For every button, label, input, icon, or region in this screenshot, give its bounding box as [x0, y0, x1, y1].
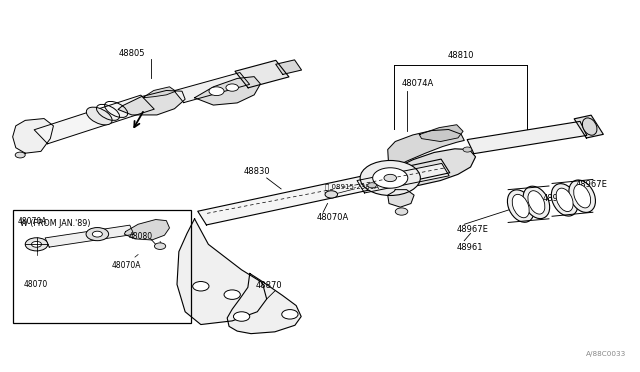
Polygon shape: [118, 90, 185, 115]
Text: 48074A: 48074A: [401, 79, 434, 88]
Polygon shape: [467, 121, 587, 154]
Circle shape: [226, 84, 239, 91]
Circle shape: [282, 310, 298, 319]
Circle shape: [367, 183, 376, 188]
Polygon shape: [388, 129, 464, 171]
Text: 48961: 48961: [457, 243, 483, 251]
Bar: [13, 210, 191, 323]
Ellipse shape: [551, 184, 578, 216]
Polygon shape: [369, 149, 476, 188]
Polygon shape: [13, 119, 54, 153]
Circle shape: [31, 241, 42, 247]
Text: 48967: 48967: [543, 195, 570, 203]
Polygon shape: [198, 159, 450, 225]
Polygon shape: [45, 225, 134, 247]
Text: 48070A: 48070A: [112, 261, 141, 270]
Circle shape: [209, 87, 224, 96]
Polygon shape: [174, 73, 250, 103]
Polygon shape: [574, 115, 604, 138]
Text: 48070: 48070: [24, 280, 48, 289]
Ellipse shape: [528, 191, 545, 214]
Circle shape: [325, 191, 337, 198]
Circle shape: [384, 174, 397, 182]
Circle shape: [86, 228, 109, 241]
Circle shape: [25, 238, 48, 251]
Polygon shape: [195, 77, 260, 105]
Text: 48810: 48810: [447, 51, 474, 60]
Ellipse shape: [556, 188, 573, 212]
Text: 48080: 48080: [129, 232, 153, 241]
Ellipse shape: [523, 186, 550, 219]
Text: Ⓢ 08915-2381A: Ⓢ 08915-2381A: [325, 184, 379, 190]
Ellipse shape: [512, 194, 529, 218]
Text: 48830: 48830: [243, 167, 270, 176]
Ellipse shape: [573, 185, 591, 208]
Text: 48070A: 48070A: [18, 217, 47, 226]
Polygon shape: [34, 95, 154, 144]
Circle shape: [15, 152, 25, 158]
Text: A/88C0033: A/88C0033: [586, 351, 626, 357]
Circle shape: [396, 208, 408, 215]
Polygon shape: [357, 163, 449, 193]
Circle shape: [234, 312, 250, 321]
Text: 48070A: 48070A: [317, 213, 349, 222]
Circle shape: [193, 282, 209, 291]
Ellipse shape: [582, 118, 597, 135]
Polygon shape: [124, 219, 170, 240]
Polygon shape: [235, 60, 289, 88]
Ellipse shape: [86, 107, 112, 125]
Circle shape: [372, 168, 408, 188]
Polygon shape: [227, 273, 301, 334]
Polygon shape: [177, 219, 267, 324]
Circle shape: [92, 231, 102, 237]
Text: W (FROM JAN.'89): W (FROM JAN.'89): [20, 219, 91, 228]
Polygon shape: [419, 125, 463, 141]
Polygon shape: [276, 60, 301, 74]
Text: 48805: 48805: [118, 49, 145, 58]
Polygon shape: [143, 87, 176, 98]
Text: 48967E: 48967E: [576, 180, 608, 189]
Circle shape: [463, 147, 472, 152]
Circle shape: [224, 290, 241, 299]
Text: 48870: 48870: [255, 281, 282, 290]
Circle shape: [154, 243, 166, 250]
Ellipse shape: [569, 180, 595, 212]
Polygon shape: [388, 190, 414, 207]
Circle shape: [360, 160, 420, 195]
Ellipse shape: [508, 190, 534, 222]
Text: 48967E: 48967E: [457, 225, 488, 234]
